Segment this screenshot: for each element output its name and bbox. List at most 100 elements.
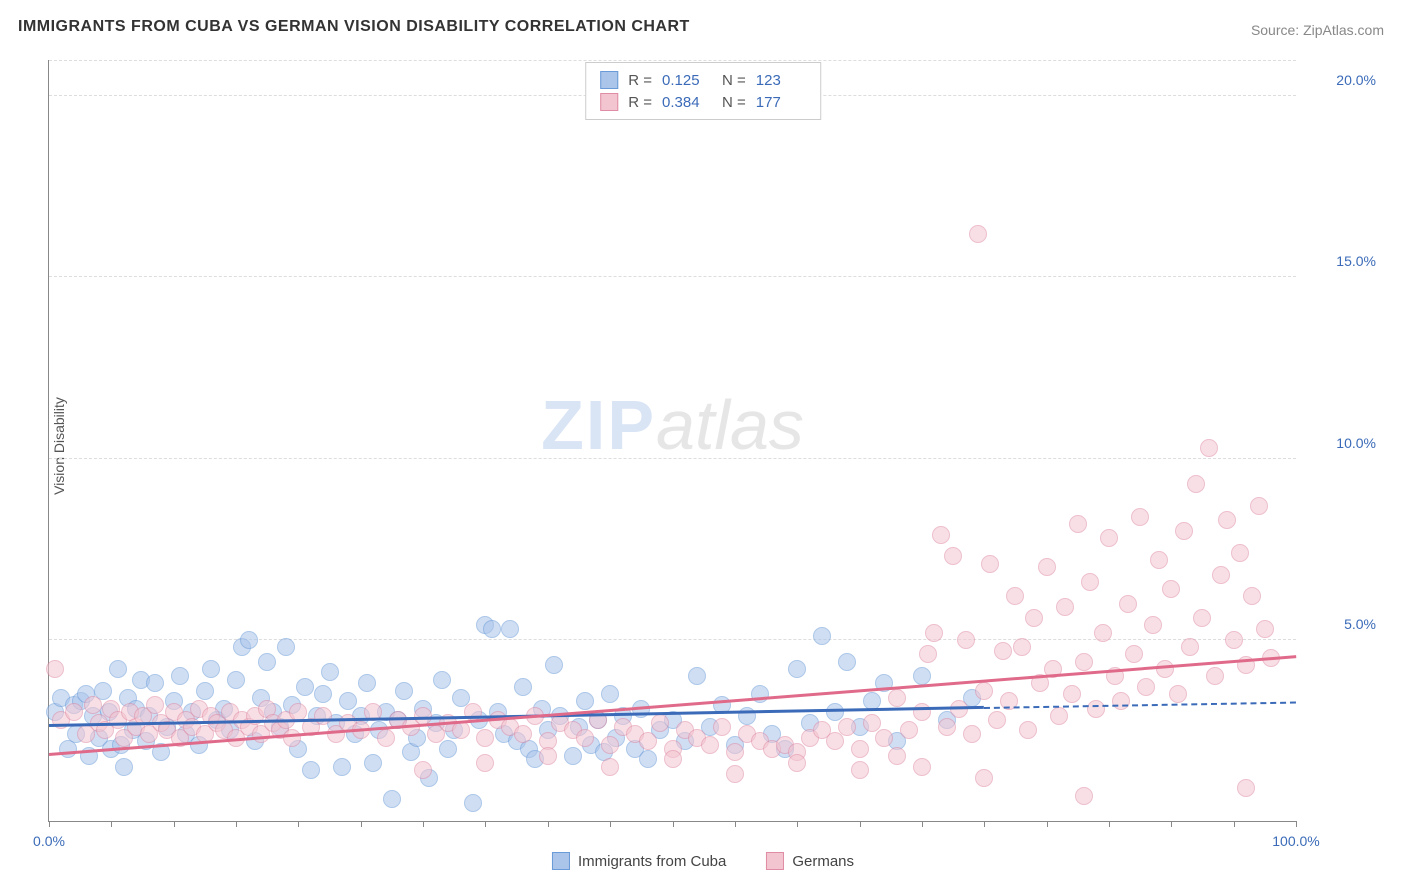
point-series-2 [476, 754, 494, 772]
legend-item-2: Germans [766, 852, 854, 870]
n-label: N = [722, 94, 746, 111]
point-series-2 [1119, 595, 1137, 613]
r-label: R = [628, 94, 652, 111]
point-series-2 [888, 689, 906, 707]
point-series-2 [146, 696, 164, 714]
point-series-1 [439, 740, 457, 758]
point-series-2 [601, 758, 619, 776]
x-tick [1109, 821, 1110, 827]
chart-title: IMMIGRANTS FROM CUBA VS GERMAN VISION DI… [18, 18, 690, 36]
point-series-2 [1125, 645, 1143, 663]
point-series-2 [969, 225, 987, 243]
point-series-1 [464, 794, 482, 812]
point-series-2 [1206, 667, 1224, 685]
legend-row-series-1: R = 0.125 N = 123 [600, 69, 806, 91]
point-series-1 [227, 671, 245, 689]
point-series-2 [838, 718, 856, 736]
point-series-1 [333, 758, 351, 776]
x-tick [1171, 821, 1172, 827]
point-series-2 [1013, 638, 1031, 656]
point-series-2 [1038, 558, 1056, 576]
point-series-1 [601, 685, 619, 703]
r-label: R = [628, 72, 652, 89]
point-series-1 [321, 663, 339, 681]
point-series-1 [545, 656, 563, 674]
point-series-1 [171, 667, 189, 685]
point-series-1 [688, 667, 706, 685]
point-series-2 [851, 761, 869, 779]
point-series-1 [514, 678, 532, 696]
point-series-1 [639, 750, 657, 768]
point-series-2 [1187, 475, 1205, 493]
point-series-1 [314, 685, 332, 703]
point-series-2 [875, 729, 893, 747]
point-series-2 [65, 703, 83, 721]
point-series-2 [1162, 580, 1180, 598]
watermark-atlas: atlas [656, 386, 804, 464]
point-series-2 [1156, 660, 1174, 678]
point-series-1 [296, 678, 314, 696]
x-tick [797, 821, 798, 827]
point-series-2 [713, 718, 731, 736]
point-series-2 [1250, 497, 1268, 515]
point-series-2 [1112, 692, 1130, 710]
point-series-2 [414, 761, 432, 779]
x-tick [174, 821, 175, 827]
point-series-2 [1094, 624, 1112, 642]
point-series-2 [726, 765, 744, 783]
point-series-1 [576, 692, 594, 710]
x-tick [485, 821, 486, 827]
point-series-2 [1131, 508, 1149, 526]
point-series-1 [202, 660, 220, 678]
point-series-1 [277, 638, 295, 656]
point-series-2 [1231, 544, 1249, 562]
point-series-2 [1019, 721, 1037, 739]
point-series-2 [788, 754, 806, 772]
point-series-1 [751, 685, 769, 703]
point-series-2 [900, 721, 918, 739]
point-series-1 [115, 758, 133, 776]
point-series-2 [1193, 609, 1211, 627]
point-series-2 [46, 660, 64, 678]
legend-label: Germans [792, 853, 854, 870]
point-series-2 [1175, 522, 1193, 540]
point-series-2 [988, 711, 1006, 729]
point-series-2 [1087, 700, 1105, 718]
point-series-1 [109, 660, 127, 678]
point-series-2 [283, 729, 301, 747]
swatch-icon [552, 852, 570, 870]
point-series-2 [1243, 587, 1261, 605]
watermark: ZIPatlas [541, 385, 804, 465]
x-tick [1296, 821, 1297, 827]
x-tick-label: 0.0% [33, 833, 65, 849]
point-series-2 [1181, 638, 1199, 656]
point-series-1 [358, 674, 376, 692]
r-value: 0.384 [662, 94, 712, 111]
x-tick [735, 821, 736, 827]
x-tick-label: 100.0% [1272, 833, 1319, 849]
point-series-2 [1081, 573, 1099, 591]
point-series-2 [932, 526, 950, 544]
x-tick [298, 821, 299, 827]
point-series-2 [957, 631, 975, 649]
x-tick [673, 821, 674, 827]
point-series-2 [726, 743, 744, 761]
y-tick-label: 15.0% [1336, 253, 1376, 269]
point-series-2 [913, 758, 931, 776]
r-value: 0.125 [662, 72, 712, 89]
point-series-2 [314, 707, 332, 725]
gridline [49, 276, 1296, 277]
point-series-2 [826, 732, 844, 750]
gridline [49, 60, 1296, 61]
point-series-1 [564, 747, 582, 765]
gridline [49, 458, 1296, 459]
point-series-2 [975, 769, 993, 787]
point-series-2 [975, 682, 993, 700]
point-series-1 [813, 627, 831, 645]
point-series-1 [501, 620, 519, 638]
swatch-series-1 [600, 71, 618, 89]
legend-row-series-2: R = 0.384 N = 177 [600, 91, 806, 113]
point-series-2 [1050, 707, 1068, 725]
point-series-2 [925, 624, 943, 642]
point-series-2 [1218, 511, 1236, 529]
